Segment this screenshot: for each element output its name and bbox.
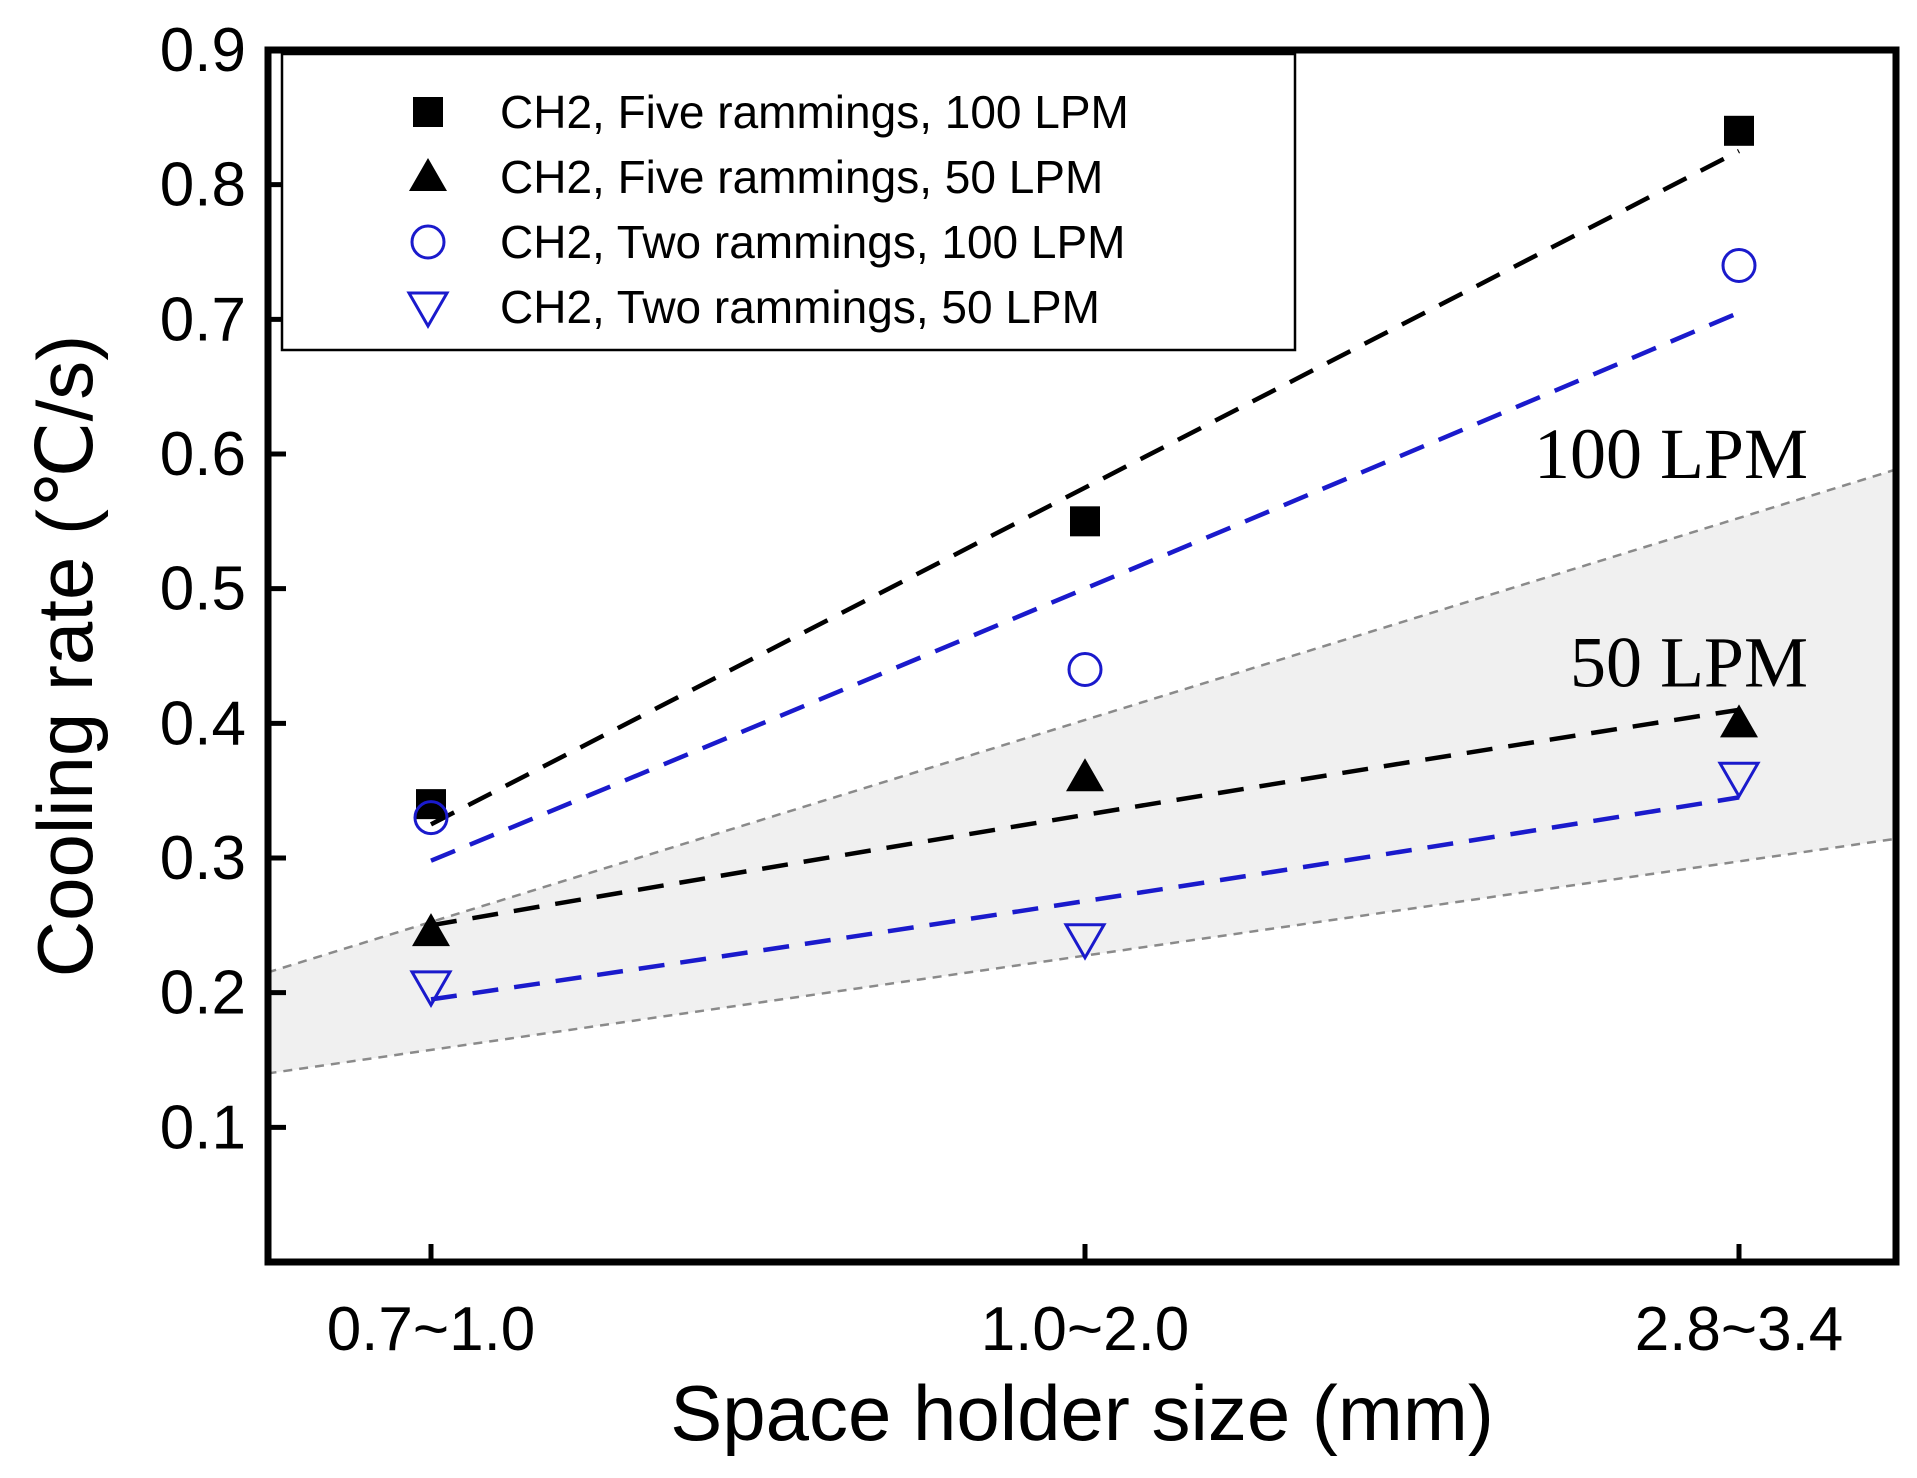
trend-line-1	[429, 148, 1741, 827]
y-axis-title: Cooling rate (℃/s)	[21, 335, 109, 977]
legend-marker-2	[409, 158, 447, 191]
y-tick-label: 0.2	[160, 959, 246, 1028]
x-tick-label: 0.7~1.0	[327, 1295, 536, 1364]
y-tick-label: 0.5	[160, 555, 246, 624]
x-tick-label: 2.8~3.4	[1635, 1295, 1844, 1364]
legend-label: CH2, Two rammings, 100 LPM	[500, 216, 1126, 268]
y-tick-label: 0.3	[160, 824, 246, 893]
y-tick-label: 0.7	[160, 285, 246, 354]
annotation-label: 100 LPM	[1534, 414, 1808, 494]
data-point-s1-3	[1724, 115, 1754, 146]
legend: CH2, Five rammings, 100 LPM CH2, Five ram…	[280, 52, 1297, 352]
legend-marker-4	[406, 291, 450, 330]
legend-label: CH2, Five rammings, 100 LPM	[500, 86, 1129, 138]
band-lower-line	[268, 837, 1896, 1075]
axes: 0.1 0.2 0.3 0.4 0.5 0.6 0.7 0.8 0.9 0.7~1.0 1.0~2.…	[160, 16, 1844, 1364]
y-tick-label: 0.8	[160, 151, 246, 220]
data-point-s3-2	[1067, 651, 1103, 687]
legend-box	[280, 52, 1297, 352]
y-tick-label: 0.6	[160, 420, 246, 489]
legend-label: CH2, Five rammings, 50 LPM	[500, 151, 1103, 203]
data-point-s4-3	[1717, 761, 1761, 800]
data-point-s2-1	[412, 913, 450, 947]
y-tick-label: 0.4	[160, 689, 246, 758]
legend-marker-3	[410, 224, 446, 260]
x-tick-label: 1.0~2.0	[981, 1295, 1190, 1364]
data-point-s3-3	[1721, 247, 1757, 283]
trend-line-3	[430, 310, 1740, 863]
legend-marker-1	[413, 97, 443, 127]
annotation-label: 50 LPM	[1570, 623, 1808, 703]
y-tick-label: 0.1	[160, 1093, 246, 1162]
data-point-s2-2	[1066, 758, 1104, 792]
band-upper-line	[268, 468, 1896, 974]
data-point-s3-1	[413, 800, 449, 836]
data-markers	[409, 115, 1761, 1008]
data-point-s4-1	[409, 970, 453, 1008]
data-point-s2-3	[1720, 704, 1758, 738]
plot-frame	[264, 46, 1900, 1266]
data-point-s4-2	[1063, 923, 1107, 961]
x-axis-title: Space holder size (mm)	[670, 1369, 1494, 1457]
y-tick-label: 0.9	[160, 16, 246, 85]
data-point-s1-2	[1070, 506, 1100, 537]
legend-label: CH2, Two rammings, 50 LPM	[500, 281, 1100, 333]
trend-lines	[429, 148, 1741, 1002]
annotations: 100 LPM 50 LPM	[1534, 414, 1808, 703]
